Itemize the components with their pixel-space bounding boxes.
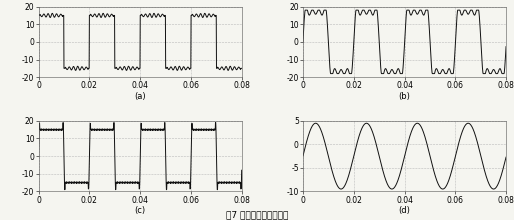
X-axis label: (c): (c) xyxy=(135,206,146,215)
X-axis label: (d): (d) xyxy=(399,206,411,215)
X-axis label: (b): (b) xyxy=(399,92,411,101)
Text: 图7 优质实验结果波形图: 图7 优质实验结果波形图 xyxy=(226,210,288,219)
X-axis label: (a): (a) xyxy=(135,92,146,101)
